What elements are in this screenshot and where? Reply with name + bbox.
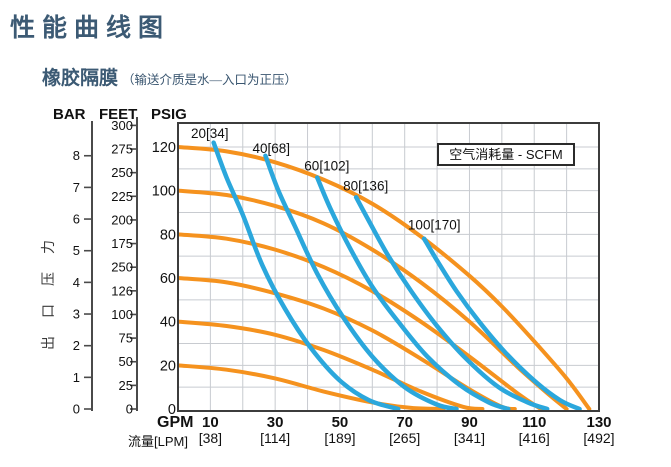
feet-tick-label: 250	[111, 165, 133, 180]
x-axis-gpm-unit-label: GPM	[157, 414, 194, 431]
psig-tick-label: 120	[152, 140, 176, 156]
pressure-curve-discharge-40psig	[178, 319, 485, 411]
test-condition-note: （输送介质是水—入口为正压）	[122, 73, 298, 87]
lpm-tick-label: [492]	[583, 430, 614, 446]
curves-group	[178, 140, 592, 411]
air-curve-label: 60[102]	[304, 159, 349, 174]
feet-tick-label: 175	[111, 236, 133, 251]
air-curve-air-20scfm	[211, 140, 401, 411]
page-title: 性能曲线图	[10, 15, 171, 42]
air-curve-air-60scfm	[315, 175, 511, 411]
legend-box: 空气消耗量 - SCFM	[437, 143, 575, 166]
air-curve-label: 20[34]	[191, 126, 229, 141]
lpm-tick-label: [416]	[519, 430, 550, 446]
lpm-tick-label: [114]	[260, 430, 290, 446]
air-curve-air-40scfm	[263, 153, 459, 411]
psig-tick-label: 80	[160, 227, 176, 243]
lpm-tick-label: [265]	[389, 430, 420, 446]
feet-tick-label: 200	[111, 212, 133, 227]
air-curve-air-100scfm	[421, 236, 582, 411]
feet-tick-label: 126	[111, 283, 133, 298]
feet-axis-header: FEET	[99, 106, 138, 123]
bar-axis-header: BAR	[53, 106, 86, 123]
lpm-tick-label: [189]	[324, 430, 355, 446]
feet-tick-label: 100	[111, 307, 133, 322]
psig-tick-label: 0	[168, 402, 176, 418]
air-curve-label: 80[136]	[343, 178, 388, 193]
bar-tick-label: 8	[73, 148, 80, 163]
bar-tick-label: 6	[73, 212, 80, 227]
feet-tick-label: 0	[126, 402, 133, 417]
feet-tick-label: 50	[119, 354, 133, 369]
lpm-tick-label: [38]	[199, 430, 222, 446]
gpm-tick-label: 30	[267, 414, 284, 431]
pressure-curve-discharge-20psig	[178, 363, 446, 411]
psig-tick-label: 20	[160, 358, 176, 374]
feet-tick-label: 75	[119, 331, 133, 346]
bar-tick-label: 4	[73, 275, 80, 290]
feet-tick-label: 25	[119, 378, 133, 393]
gpm-tick-label: 70	[396, 414, 413, 431]
air-curve-label: 40[68]	[252, 141, 290, 156]
gpm-tick-label: 90	[461, 414, 478, 431]
bar-tick-label: 3	[73, 307, 80, 322]
chart-subtitle: 橡胶隔膜 （输送介质是水—入口为正压）	[42, 63, 297, 90]
gpm-tick-label: 130	[586, 414, 611, 431]
psig-axis-header: PSIG	[151, 106, 187, 123]
air-curve-air-80scfm	[353, 194, 550, 411]
air-curve-label: 100[170]	[408, 218, 461, 233]
pressure-curve-discharge-120psig	[178, 145, 592, 411]
feet-tick-label: 300	[111, 118, 133, 133]
feet-tick-label: 250	[111, 260, 133, 275]
psig-tick-label: 100	[152, 184, 176, 200]
pressure-curve-discharge-80psig	[178, 232, 543, 411]
legend-label: 空气消耗量 - SCFM	[449, 147, 563, 162]
feet-tick-label: 225	[111, 189, 133, 204]
bar-tick-label: 7	[73, 180, 80, 195]
gpm-tick-label: 50	[332, 414, 349, 431]
plot-border	[177, 122, 600, 412]
bar-tick-label: 0	[73, 402, 80, 417]
lpm-tick-label: [341]	[454, 430, 485, 446]
bar-tick-label: 1	[73, 370, 80, 385]
x-axis-lpm-unit-label: 流量[LPM]	[128, 434, 188, 449]
psig-tick-label: 40	[160, 315, 176, 331]
feet-tick-label: 275	[111, 142, 133, 157]
diaphragm-type-label: 橡胶隔膜	[42, 68, 119, 89]
bar-tick-label: 5	[73, 243, 80, 258]
psig-tick-label: 60	[160, 271, 176, 287]
bar-tick-label: 2	[73, 338, 80, 353]
gpm-tick-label: 10	[202, 414, 219, 431]
gpm-tick-label: 110	[522, 414, 546, 431]
